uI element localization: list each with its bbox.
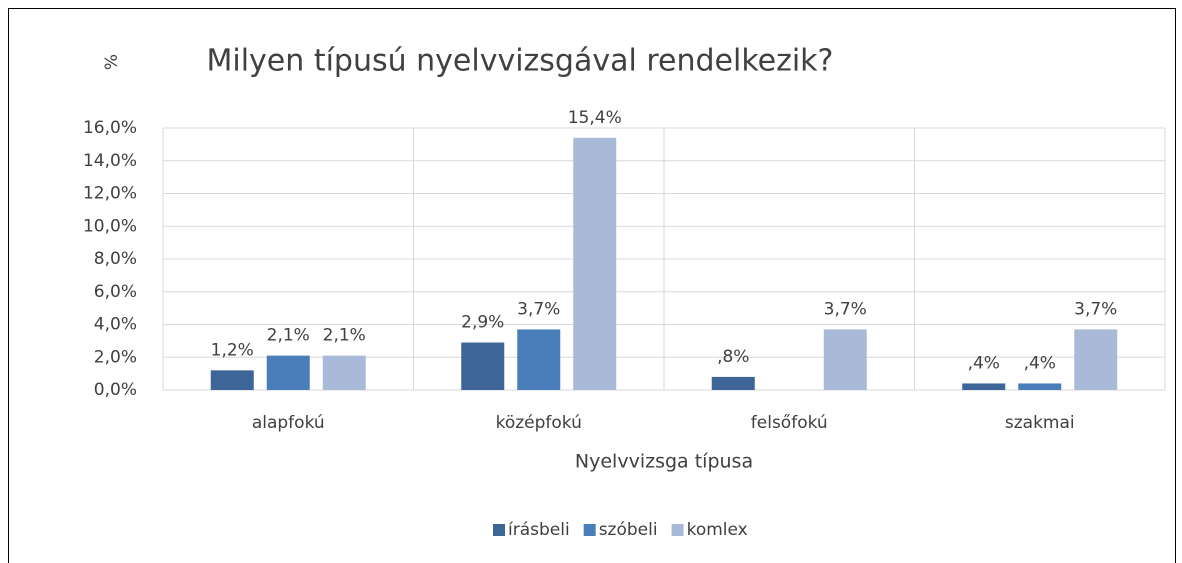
y-tick-label: 0,0%: [94, 380, 137, 400]
value-label: ,8%: [717, 347, 749, 367]
y-tick-label: 8,0%: [94, 249, 137, 269]
y-axis-label: %: [102, 54, 122, 70]
bar: [573, 137, 617, 390]
value-label: 2,9%: [461, 313, 504, 333]
bar: [266, 355, 310, 390]
y-tick-label: 6,0%: [94, 282, 137, 302]
legend-label: komlex: [687, 520, 748, 540]
bar: [1074, 329, 1118, 390]
x-tick-label: felsőfokú: [751, 413, 828, 433]
legend-swatch: [493, 524, 505, 536]
y-tick-label: 2,0%: [94, 347, 137, 367]
x-tick-label: középfokú: [496, 413, 582, 433]
y-tick-label: 12,0%: [83, 184, 137, 204]
bar: [517, 329, 561, 390]
chart-title: Milyen típusú nyelvvizsgával rendelkezik…: [207, 44, 834, 79]
legend-swatch: [583, 524, 596, 536]
legend-label: írásbeli: [508, 520, 570, 540]
x-axis-label: Nyelvvizsga típusa: [575, 451, 753, 473]
bar: [823, 329, 867, 390]
x-tick-label: alapfokú: [252, 413, 325, 433]
bar: [711, 376, 755, 390]
value-label: 3,7%: [1074, 299, 1117, 319]
value-label: 1,2%: [211, 340, 254, 360]
bar: [461, 342, 505, 390]
value-label: 2,1%: [267, 326, 310, 346]
y-tick-label: 4,0%: [94, 315, 137, 335]
y-tick-label: 16,0%: [83, 118, 137, 138]
bar: [962, 383, 1006, 390]
bar: [210, 370, 254, 390]
y-tick-label: 10,0%: [83, 216, 137, 236]
bar: [1018, 383, 1062, 390]
value-label: 3,7%: [517, 299, 560, 319]
value-label: 3,7%: [824, 299, 867, 319]
bar: [322, 355, 366, 390]
y-tick-label: 14,0%: [83, 151, 137, 171]
legend-label: szóbeli: [599, 520, 658, 540]
value-label: ,4%: [1024, 353, 1056, 373]
value-label: 15,4%: [568, 108, 622, 128]
value-label: ,4%: [968, 353, 1000, 373]
chart-border: [8, 8, 1176, 563]
legend-swatch: [671, 524, 684, 536]
x-tick-label: szakmai: [1005, 413, 1075, 433]
value-label: 2,1%: [323, 326, 366, 346]
